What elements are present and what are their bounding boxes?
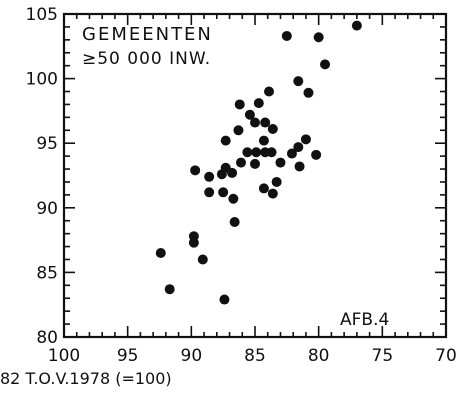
- data-point: [286, 148, 297, 159]
- data-point: [218, 187, 229, 198]
- data-point: [229, 217, 240, 228]
- data-point: [204, 187, 215, 198]
- data-point: [320, 59, 331, 70]
- data-point: [220, 162, 231, 173]
- data-point: [164, 284, 175, 295]
- data-point: [235, 157, 246, 168]
- axis-ticks: [63, 13, 447, 338]
- y-tick-labels: 80 85 90 95 100 105: [26, 5, 58, 348]
- data-point: [188, 237, 199, 248]
- data-point: [219, 294, 230, 305]
- y-tick-label: 100: [26, 70, 58, 90]
- data-point: [228, 193, 239, 204]
- y-tick-label: 90: [36, 199, 58, 219]
- x-tick-label: 90: [181, 346, 203, 366]
- data-point: [250, 158, 260, 169]
- data-point: [190, 165, 201, 176]
- figure-label: AFB.4: [340, 310, 389, 330]
- y-tick-label: 85: [36, 263, 58, 283]
- x-tick-label: 85: [244, 346, 266, 366]
- data-point: [267, 188, 278, 199]
- x-tick-labels: 100 95 90 85 80 75 70: [48, 346, 457, 366]
- data-point: [258, 135, 269, 146]
- y-tick-label: 105: [26, 5, 58, 25]
- x-axis-label: 82 T.O.V.1978 (=100): [0, 369, 172, 388]
- annotation-subtitle: ≥50 000 INW.: [82, 49, 211, 69]
- data-point: [271, 176, 282, 187]
- data-point: [197, 254, 208, 265]
- data-point: [293, 76, 304, 87]
- data-point: [204, 171, 215, 182]
- x-tick-label: 75: [372, 346, 394, 366]
- data-point: [258, 183, 269, 194]
- data-point: [250, 117, 260, 128]
- data-point: [242, 147, 253, 158]
- data-point: [260, 117, 271, 128]
- data-point: [313, 32, 324, 43]
- data-point: [266, 147, 277, 158]
- data-point: [220, 135, 231, 146]
- data-point: [294, 161, 305, 172]
- x-tick-label: 70: [435, 346, 457, 366]
- data-point: [275, 157, 286, 168]
- x-tick-label: 100: [48, 346, 80, 366]
- data-point: [293, 142, 304, 153]
- data-point: [251, 147, 262, 158]
- data-point: [155, 248, 166, 259]
- x-tick-label: 80: [308, 346, 330, 366]
- data-point: [303, 87, 314, 98]
- data-point: [233, 125, 244, 136]
- data-point: [267, 123, 278, 134]
- data-point: [300, 134, 311, 145]
- data-point: [234, 99, 245, 110]
- data-point: [253, 98, 264, 109]
- y-tick-label: 95: [36, 134, 58, 154]
- x-tick-label: 95: [117, 346, 139, 366]
- data-point: [264, 86, 275, 97]
- data-point: [281, 30, 292, 41]
- y-tick-label: 80: [36, 328, 58, 348]
- data-points: [155, 20, 362, 305]
- annotation-title: GEMEENTEN: [82, 24, 213, 45]
- data-point: [244, 109, 255, 120]
- data-point: [311, 149, 322, 160]
- data-point: [351, 20, 362, 31]
